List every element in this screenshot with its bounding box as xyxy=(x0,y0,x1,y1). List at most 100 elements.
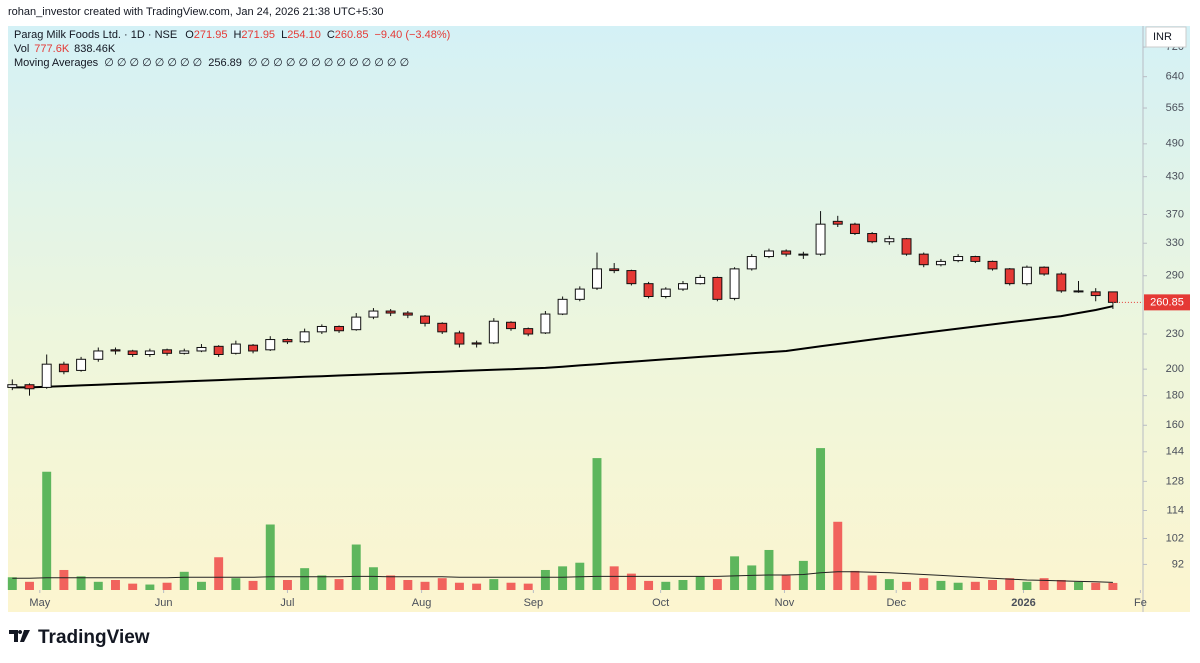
y-tick-label: 144 xyxy=(1166,446,1184,458)
volume-bar xyxy=(454,582,464,590)
x-tick-label: Oct xyxy=(652,597,669,609)
ohlc-value: 271.95 xyxy=(241,29,275,41)
x-tick-label: Sep xyxy=(524,597,544,609)
volume-bar xyxy=(196,581,206,590)
candle-body xyxy=(678,283,688,290)
candle-body xyxy=(798,253,809,256)
ohlc-key: L xyxy=(281,29,287,41)
volume-bar xyxy=(25,581,34,590)
volume-bar xyxy=(867,575,877,590)
candle-body xyxy=(1056,273,1067,292)
candle-body xyxy=(867,233,878,243)
volume-bar xyxy=(265,524,275,590)
currency[interactable]: INR xyxy=(1153,31,1172,43)
volume-bar xyxy=(420,581,430,590)
candle-body xyxy=(420,315,430,324)
volume-bar xyxy=(351,544,361,590)
volume-bar xyxy=(919,578,929,590)
candle-body xyxy=(970,256,981,262)
volume-bar xyxy=(1039,578,1049,590)
candle-body xyxy=(901,238,912,255)
volume-bar xyxy=(1022,581,1032,590)
candle-body xyxy=(213,345,224,356)
volume-bar xyxy=(644,580,654,590)
candle-body xyxy=(385,310,396,314)
candle-body xyxy=(437,322,448,333)
candle-body xyxy=(1073,290,1084,293)
volume-bar xyxy=(128,583,138,590)
candle-body xyxy=(7,384,18,388)
volume-bar xyxy=(368,567,378,590)
candle-body xyxy=(609,268,620,272)
volume-bar xyxy=(798,560,808,590)
volume-bar xyxy=(712,579,722,590)
currency-box[interactable] xyxy=(1145,26,1187,48)
candle-body xyxy=(884,238,895,243)
candle-body xyxy=(282,339,293,343)
volume-bar xyxy=(403,579,413,590)
moving-average-line xyxy=(12,305,1114,389)
legend-title: Parag Milk Foods Ltd. · 1D · NSE O271.95 H… xyxy=(14,29,450,41)
candle-body xyxy=(1004,268,1015,285)
ohlc-value: 271.95 xyxy=(194,29,228,41)
volume-bar xyxy=(833,521,843,590)
candle-body xyxy=(506,321,516,330)
attribution: rohan_investor created with TradingView.… xyxy=(8,6,384,18)
volume-bar xyxy=(695,576,705,590)
volume-bar xyxy=(850,570,860,590)
candle-body xyxy=(127,350,138,356)
volume-bar xyxy=(179,571,189,590)
volume-bar xyxy=(334,579,344,590)
candle-body xyxy=(454,332,465,345)
volume-bar xyxy=(42,471,52,590)
y-tick-label: 290 xyxy=(1166,270,1184,282)
vol-value: 777.6K xyxy=(34,43,70,55)
candle-body xyxy=(299,331,310,343)
volume-bar xyxy=(145,584,155,590)
candle-body xyxy=(58,363,69,373)
candle-body xyxy=(729,268,740,299)
y-tick-label: 102 xyxy=(1166,532,1184,544)
plot xyxy=(7,211,1118,590)
candle-body xyxy=(953,256,964,262)
candle-body xyxy=(918,253,929,266)
volume-bar xyxy=(592,458,602,590)
candle-body xyxy=(1021,266,1032,285)
volume-bar xyxy=(936,580,946,590)
last-price-box xyxy=(1144,294,1190,311)
candle-body xyxy=(643,283,654,298)
volume-bar xyxy=(1108,582,1118,590)
volume-bar xyxy=(7,577,17,590)
volume-bar xyxy=(884,579,894,590)
y-tick-label: 330 xyxy=(1166,237,1184,249)
volume-bar xyxy=(300,568,310,590)
volume-bar xyxy=(626,573,636,590)
candle-body xyxy=(935,260,946,266)
volume-bar xyxy=(231,578,241,590)
candle-body xyxy=(815,223,826,255)
candle-body xyxy=(1107,291,1118,303)
candle-body xyxy=(110,349,121,352)
y-tick-label: 430 xyxy=(1166,171,1184,183)
vol-label: Vol xyxy=(14,43,29,55)
volume-bar xyxy=(1005,578,1015,590)
y-tick-label: 128 xyxy=(1166,475,1184,487)
y-tick-label: 490 xyxy=(1166,138,1184,150)
candle-body xyxy=(592,268,602,289)
volume-bar xyxy=(523,583,533,590)
candle-body xyxy=(832,220,843,225)
volume-bar xyxy=(1056,579,1066,590)
volume-bar xyxy=(506,582,516,590)
volume-bar xyxy=(111,579,120,590)
candle-body xyxy=(144,350,155,356)
volume-bar xyxy=(558,566,568,590)
volume-bar xyxy=(386,575,396,590)
brand: TradingView xyxy=(38,627,150,648)
volume-bar xyxy=(472,583,482,590)
volume-bar xyxy=(970,581,980,590)
volume-bar xyxy=(953,582,963,590)
candle-body xyxy=(248,344,259,352)
volume-bar xyxy=(781,575,791,590)
